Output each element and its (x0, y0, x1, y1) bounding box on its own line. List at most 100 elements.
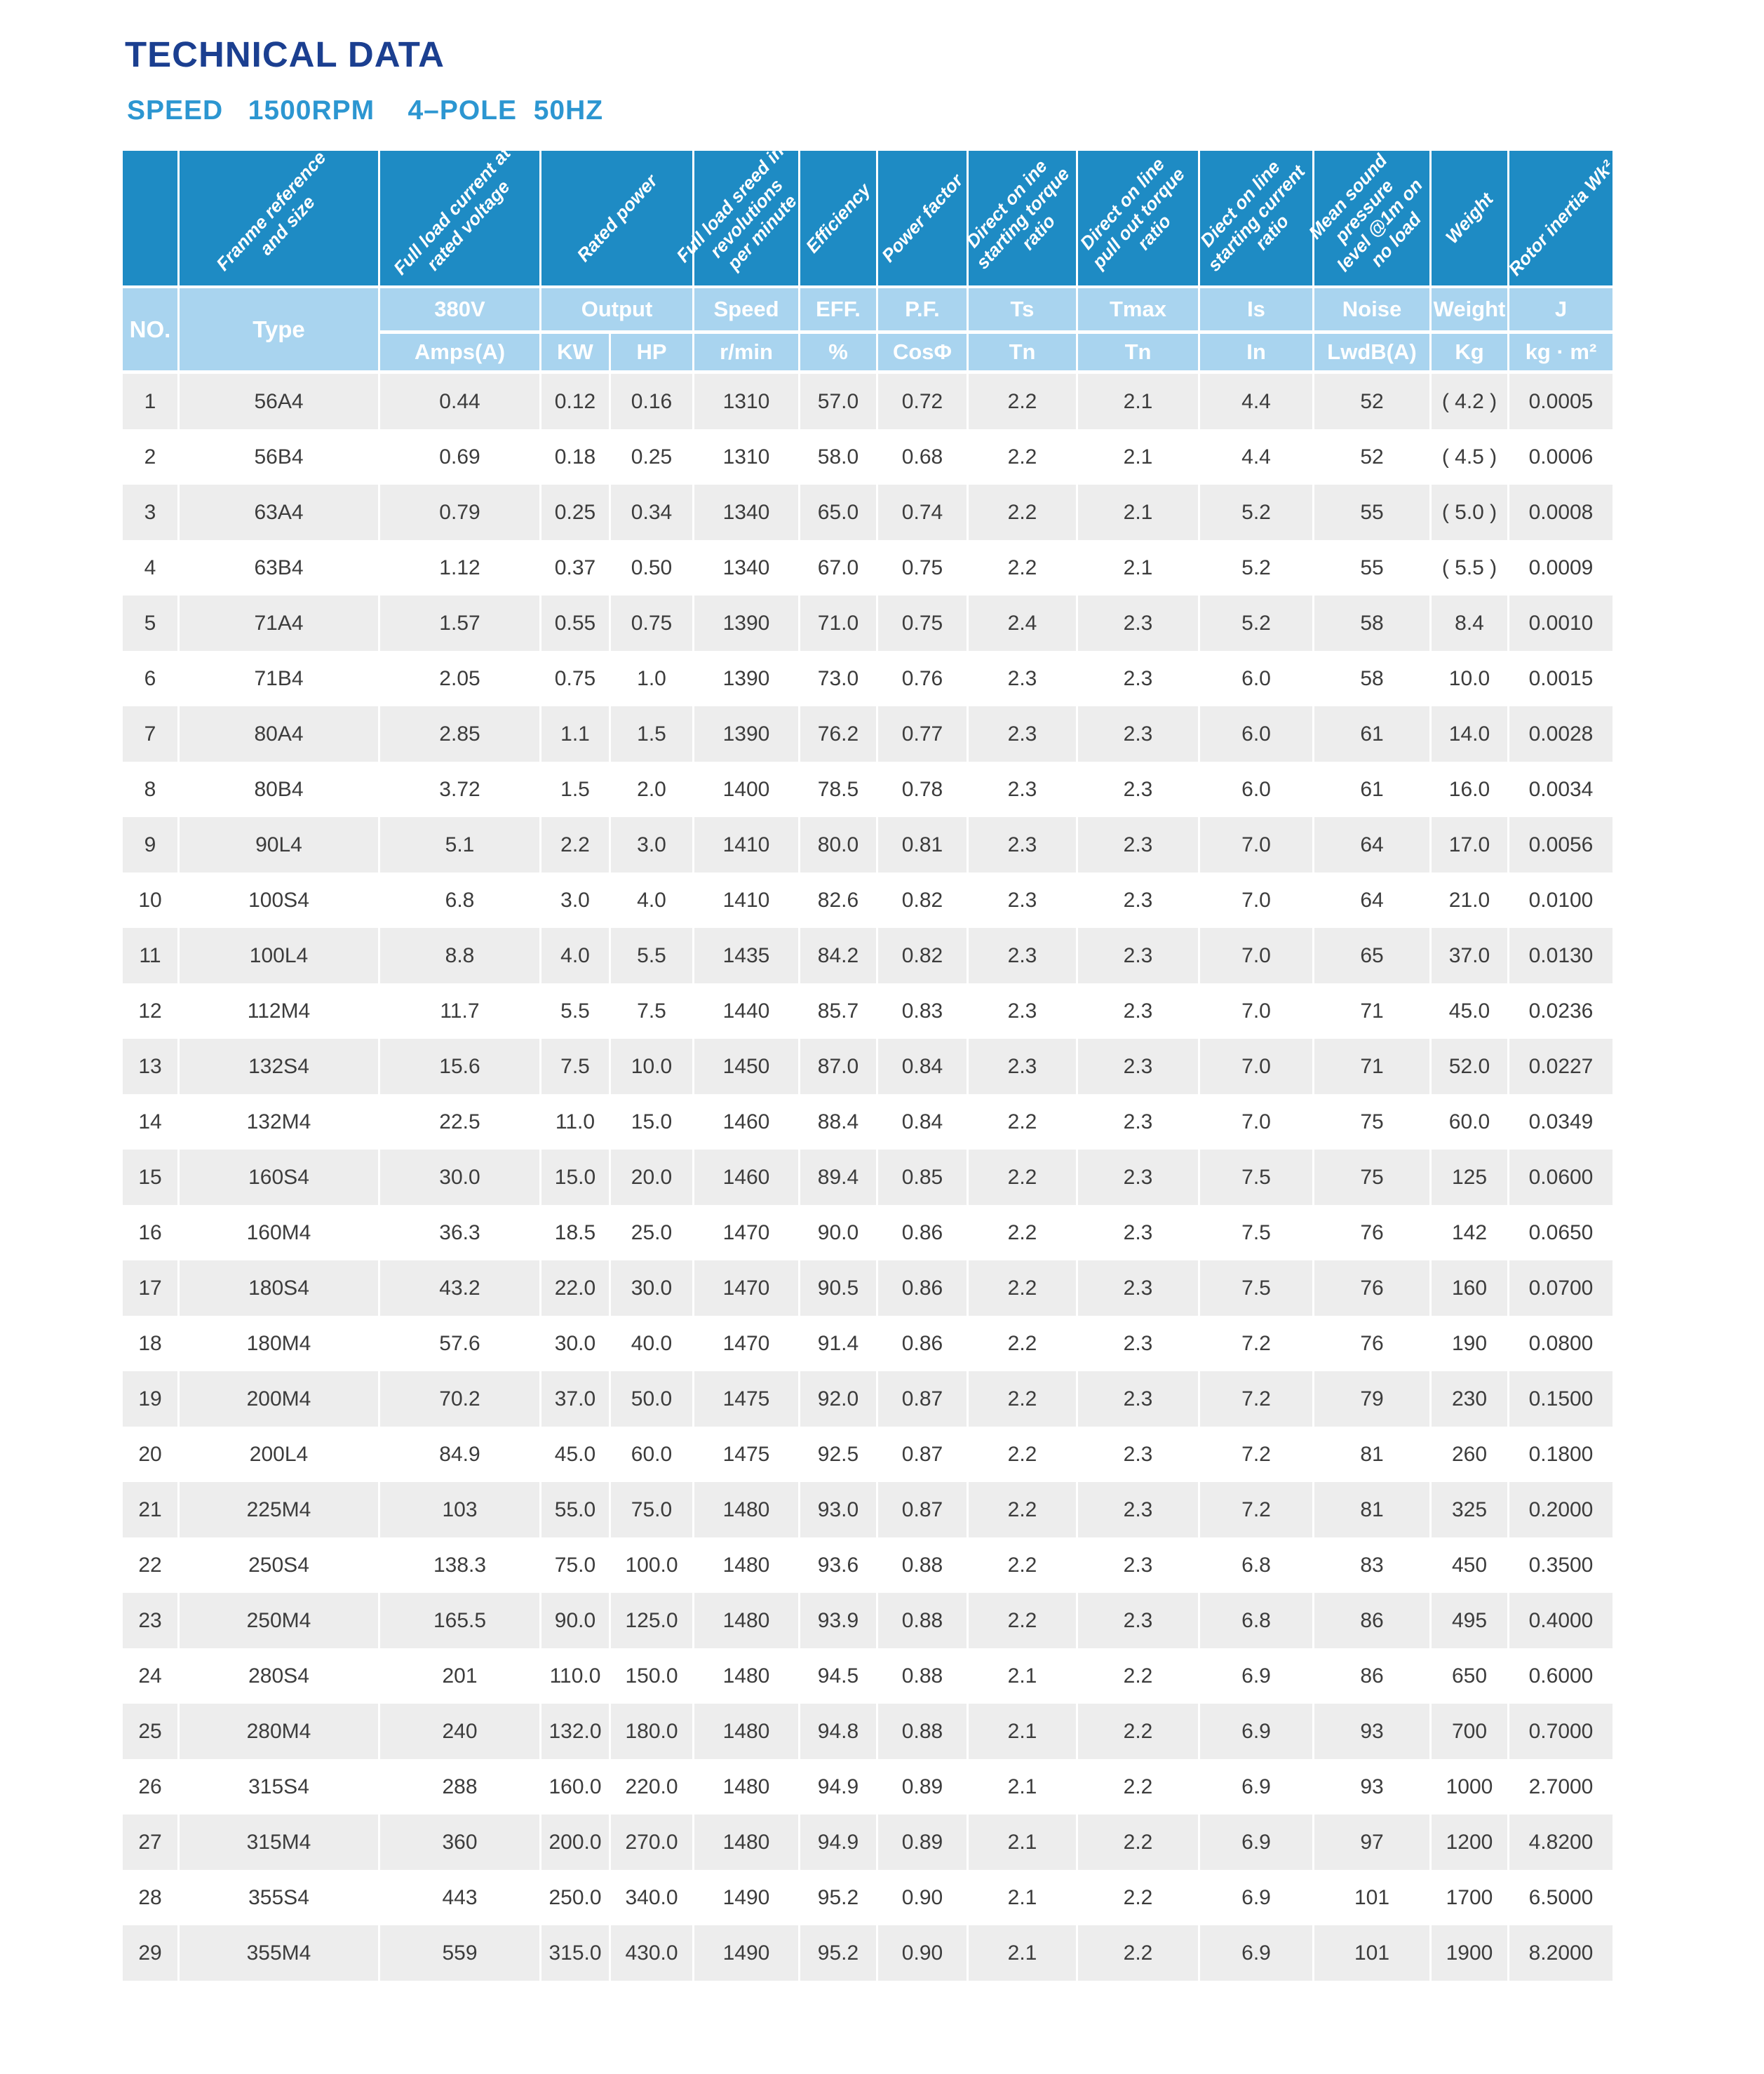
cell-amps: 57.6 (380, 1316, 539, 1371)
cell-eff: 95.2 (800, 1870, 876, 1925)
cell-ts: 2.2 (969, 540, 1076, 595)
group-header-j: J (1509, 288, 1612, 330)
cell-tmax: 2.3 (1078, 1150, 1198, 1205)
cell-j: 4.8200 (1509, 1814, 1612, 1870)
cell-type: 71B4 (180, 651, 378, 706)
cell-type: 280S4 (180, 1648, 378, 1704)
cell-pf: 0.77 (878, 706, 967, 762)
cell-no: 7 (123, 706, 177, 762)
cell-no: 11 (123, 928, 177, 983)
cell-ts: 2.2 (969, 485, 1076, 540)
table-header-diagonal-row: Franme reference and size Full load curre… (123, 141, 1617, 285)
cell-is: 7.0 (1200, 1039, 1312, 1094)
cell-no: 25 (123, 1704, 177, 1759)
cell-ts: 2.2 (969, 1316, 1076, 1371)
cell-tmax: 2.3 (1078, 595, 1198, 651)
cell-noise: 76 (1314, 1205, 1429, 1260)
cell-rmin: 1340 (694, 540, 798, 595)
cell-weight: 450 (1432, 1537, 1507, 1593)
diag-label-frame-reference-and-size: Franme reference and size (211, 147, 330, 275)
cell-amps: 1.12 (380, 540, 539, 595)
cell-noise: 86 (1314, 1593, 1429, 1648)
cell-pf: 0.89 (878, 1814, 967, 1870)
cell-no: 5 (123, 595, 177, 651)
cell-eff: 90.0 (800, 1205, 876, 1260)
cell-amps: 70.2 (380, 1371, 539, 1427)
cell-weight: 125 (1432, 1150, 1507, 1205)
cell-weight: 37.0 (1432, 928, 1507, 983)
cell-rmin: 1475 (694, 1427, 798, 1482)
cell-j: 8.2000 (1509, 1925, 1612, 1981)
cell-eff: 92.0 (800, 1371, 876, 1427)
cell-is: 6.9 (1200, 1648, 1312, 1704)
cell-kw: 0.18 (541, 429, 609, 485)
cell-is: 7.5 (1200, 1260, 1312, 1316)
cell-ts: 2.2 (969, 1371, 1076, 1427)
cell-hp: 60.0 (611, 1427, 692, 1482)
cell-eff: 89.4 (800, 1150, 876, 1205)
cell-noise: 65 (1314, 928, 1429, 983)
cell-is: 7.0 (1200, 873, 1312, 928)
table-body: 1 56A4 0.44 0.12 0.16 1310 57.0 0.72 2.2 2.1 4.4 52… (123, 374, 1612, 1981)
cell-j: 0.0349 (1509, 1094, 1612, 1150)
cell-ts: 2.4 (969, 595, 1076, 651)
cell-weight: 45.0 (1432, 983, 1507, 1039)
cell-amps: 288 (380, 1759, 539, 1814)
unit-header-hp: HP (611, 334, 692, 370)
cell-rmin: 1480 (694, 1593, 798, 1648)
diag-label-direct-on-line-starting-torque-ratio: Direct on ine starting torque ratio (961, 155, 1073, 273)
cell-pf: 0.76 (878, 651, 967, 706)
cell-hp: 3.0 (611, 817, 692, 873)
cell-type: 250M4 (180, 1593, 378, 1648)
cell-kw: 15.0 (541, 1150, 609, 1205)
cell-pf: 0.86 (878, 1205, 967, 1260)
cell-is: 7.0 (1200, 817, 1312, 873)
cell-hp: 0.34 (611, 485, 692, 540)
diag-label-mean-sound-pressure-level: Mean sound pressure level @1m on no load (1304, 149, 1427, 276)
cell-kw: 22.0 (541, 1260, 609, 1316)
cell-type: 250S4 (180, 1537, 378, 1593)
cell-amps: 1.57 (380, 595, 539, 651)
cell-weight: 1700 (1432, 1870, 1507, 1925)
cell-no: 9 (123, 817, 177, 873)
cell-rmin: 1470 (694, 1260, 798, 1316)
table-row: 19 200M4 70.2 37.0 50.0 1475 92.0 0.87 2.2 2.3 7.2… (123, 1371, 1612, 1427)
cell-weight: 230 (1432, 1371, 1507, 1427)
cell-kw: 45.0 (541, 1427, 609, 1482)
cell-eff: 84.2 (800, 928, 876, 983)
cell-noise: 101 (1314, 1925, 1429, 1981)
diag-header-efficiency: Efficiency (800, 151, 876, 285)
cell-j: 0.0009 (1509, 540, 1612, 595)
cell-tmax: 2.1 (1078, 485, 1198, 540)
table-row: 22 250S4 138.3 75.0 100.0 1480 93.6 0.88 2.2 2.3 6… (123, 1537, 1612, 1593)
cell-tmax: 2.2 (1078, 1648, 1198, 1704)
table-row: 9 90L4 5.1 2.2 3.0 1410 80.0 0.81 2.3 2.3 7.0 64 17.… (123, 817, 1612, 873)
cell-eff: 93.9 (800, 1593, 876, 1648)
diag-header-rotor-inertia: Rotor inertia Wk² (1504, 151, 1617, 285)
cell-noise: 61 (1314, 762, 1429, 817)
diag-label-full-load-current-at-rated-voltage: Full load current at rated voltage (389, 142, 515, 279)
cell-type: 132M4 (180, 1094, 378, 1150)
table-row: 6 71B4 2.05 0.75 1.0 1390 73.0 0.76 2.3 2.3 6.0 58 1… (123, 651, 1612, 706)
cell-hp: 125.0 (611, 1593, 692, 1648)
cell-rmin: 1390 (694, 706, 798, 762)
cell-noise: 76 (1314, 1260, 1429, 1316)
cell-is: 7.2 (1200, 1427, 1312, 1482)
cell-type: 180S4 (180, 1260, 378, 1316)
table-row: 28 355S4 443 250.0 340.0 1490 95.2 0.90 2.1 2.2 6.… (123, 1870, 1612, 1925)
cell-type: 63B4 (180, 540, 378, 595)
cell-j: 0.0130 (1509, 928, 1612, 983)
cell-is: 7.2 (1200, 1371, 1312, 1427)
cell-j: 6.5000 (1509, 1870, 1612, 1925)
cell-pf: 0.86 (878, 1260, 967, 1316)
cell-pf: 0.89 (878, 1759, 967, 1814)
cell-pf: 0.88 (878, 1593, 967, 1648)
cell-pf: 0.82 (878, 873, 967, 928)
cell-no: 19 (123, 1371, 177, 1427)
cell-weight: 142 (1432, 1205, 1507, 1260)
cell-rmin: 1475 (694, 1371, 798, 1427)
cell-type: 90L4 (180, 817, 378, 873)
cell-type: 100S4 (180, 873, 378, 928)
cell-type: 112M4 (180, 983, 378, 1039)
diag-header-direct-on-line-pull-out-torque-ratio: Direct on line pull out torque ratio (1075, 151, 1198, 285)
